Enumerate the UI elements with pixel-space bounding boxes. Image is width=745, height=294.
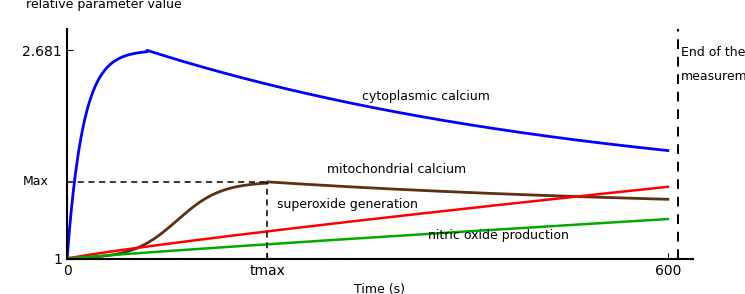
Text: cytoplasmic calcium: cytoplasmic calcium	[362, 90, 490, 103]
Text: mitochondrial calcium: mitochondrial calcium	[327, 163, 466, 176]
Text: nitric oxide production: nitric oxide production	[428, 229, 568, 242]
Text: relative parameter value: relative parameter value	[26, 0, 182, 11]
X-axis label: Time (s): Time (s)	[355, 283, 405, 294]
Text: measurements: measurements	[681, 70, 745, 83]
Text: superoxide generation: superoxide generation	[277, 198, 418, 211]
Text: End of the: End of the	[681, 46, 745, 59]
Text: Max: Max	[23, 175, 49, 188]
